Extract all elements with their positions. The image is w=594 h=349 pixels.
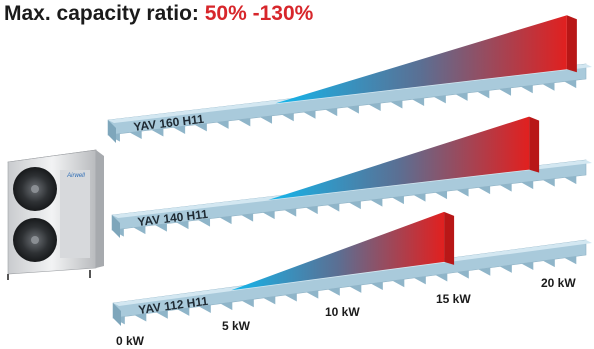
title-prefix: Max. capacity ratio: (4, 2, 199, 25)
page-title: Max. capacity ratio: 50% -130% (4, 2, 313, 26)
capacity-ratio-value: 50% -130% (204, 2, 314, 25)
capacity-range-3 (231, 211, 445, 291)
brand-logo: Airwell (66, 173, 85, 179)
model-label: YAV 160 H11 (133, 112, 205, 134)
capacity-range-2 (268, 116, 530, 200)
kw-tick-label: 15 kW (436, 292, 471, 306)
beam-3: YAV 112 H11 (112, 211, 592, 326)
outdoor-unit: Airwell (7, 149, 104, 280)
kw-tick-label: 20 kW (541, 276, 576, 290)
kw-tick-label: 5 kW (222, 319, 251, 333)
beam-2: YAV 140 H11 (111, 116, 592, 238)
kw-tick-label: 10 kW (325, 305, 360, 319)
kw-scale: 0 kW 5 kW 10 kW 15 kW 20 kW (116, 276, 576, 348)
capacity-range-1 (275, 15, 567, 104)
kw-tick-label: 0 kW (116, 334, 145, 348)
model-label: YAV 140 H11 (137, 207, 209, 229)
